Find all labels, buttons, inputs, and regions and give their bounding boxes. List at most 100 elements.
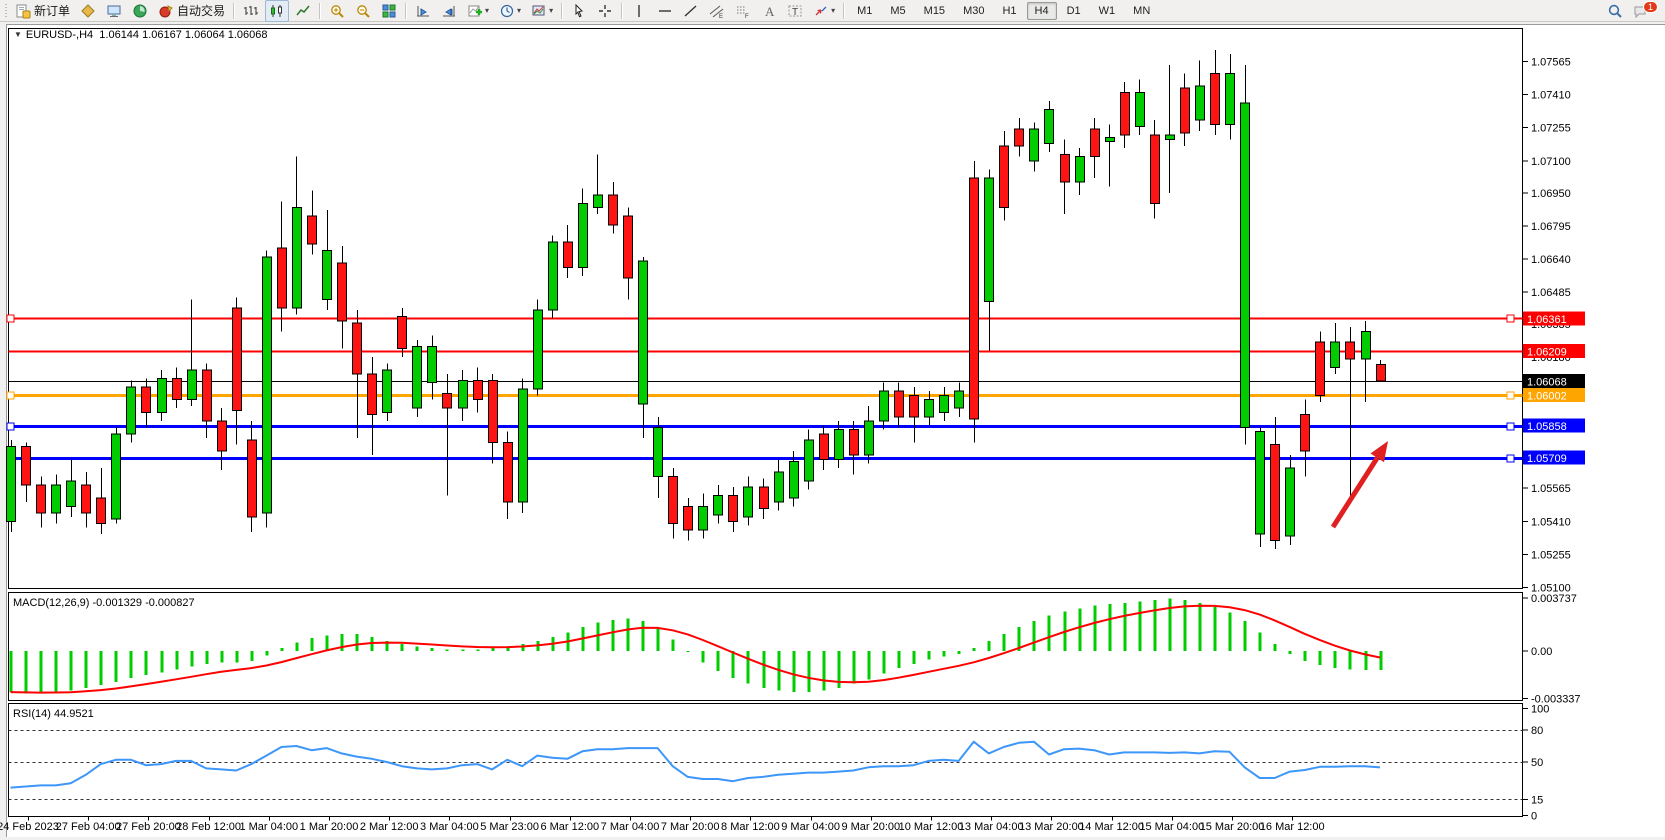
auto-trading-button[interactable]: 自动交易 [154, 0, 229, 22]
timeframe-h4-button[interactable]: H4 [1026, 1, 1057, 20]
toolbar-separator [319, 2, 322, 19]
timeframe-m5-button[interactable]: M5 [890, 4, 906, 17]
svg-text:0: 0 [1531, 810, 1537, 822]
svg-text:2 Mar 12:00: 2 Mar 12:00 [360, 821, 419, 833]
periods-button[interactable]: ▾ [495, 0, 525, 22]
svg-text:8 Mar 12:00: 8 Mar 12:00 [721, 821, 780, 833]
market-watch-button[interactable] [102, 0, 126, 22]
crosshair-button[interactable] [593, 0, 617, 22]
macd-signal-line [10, 604, 1381, 694]
svg-text:1.06640: 1.06640 [1531, 254, 1571, 266]
price-badge-group: 1.06361 1.06209 1.06068 1.06002 1.05858 1.057… [1523, 311, 1585, 465]
hline-1.05858[interactable] [6, 422, 1523, 431]
svg-text:1.06002: 1.06002 [1527, 391, 1567, 403]
svg-text:5 Mar 23:00: 5 Mar 23:00 [480, 821, 539, 833]
svg-text:T: T [792, 7, 798, 18]
templates-button[interactable]: ▾ [527, 0, 557, 22]
timeframe-w1-button[interactable]: W1 [1098, 4, 1116, 17]
timeframe-mn-button[interactable]: MN [1133, 4, 1151, 17]
svg-text:7 Mar 04:00: 7 Mar 04:00 [601, 821, 660, 833]
data-window-button[interactable] [128, 0, 152, 22]
fibonacci-button[interactable]: F [731, 0, 755, 22]
timeframe-m15-button[interactable]: M15 [923, 4, 946, 17]
svg-text:7 Mar 20:00: 7 Mar 20:00 [661, 821, 720, 833]
macd-pane: 0.003737 0.00 -0.003337 [9, 593, 1581, 705]
tile-windows-button[interactable] [377, 0, 401, 22]
monitor-icon [107, 5, 121, 17]
svg-text:1.05565: 1.05565 [1531, 483, 1571, 495]
symbol-name: EURUSD-,H4 [25, 29, 94, 41]
hline-1.06361[interactable] [6, 314, 1523, 323]
vertical-line-button[interactable] [627, 0, 651, 22]
svg-text:E: E [719, 14, 723, 19]
svg-text:80: 80 [1531, 725, 1543, 737]
chart-profile-button[interactable] [76, 0, 100, 22]
timeframe-h1-button[interactable]: H1 [1002, 4, 1017, 17]
arrows-button[interactable]: ▾ [809, 0, 839, 22]
zoom-in-icon [331, 4, 344, 18]
hline-1.06002[interactable] [6, 391, 1523, 400]
zoom-in-button[interactable] [325, 0, 349, 22]
timeframe-m1-button[interactable]: M1 [857, 4, 873, 17]
svg-text:3 Mar 04:00: 3 Mar 04:00 [420, 821, 479, 833]
svg-text:28 Feb 12:00: 28 Feb 12:00 [176, 821, 241, 833]
svg-text:27 Feb 04:00: 27 Feb 04:00 [56, 821, 121, 833]
toolbar-separator [561, 2, 564, 19]
svg-text:9 Mar 20:00: 9 Mar 20:00 [841, 821, 900, 833]
vline-icon [638, 4, 640, 17]
rsi-indicator-label: RSI(14) 44.9521 [13, 708, 94, 720]
timeframe-d1-button[interactable]: D1 [1066, 4, 1081, 17]
notifications-button[interactable]: 1 [1629, 0, 1662, 22]
svg-text:1.06950: 1.06950 [1531, 188, 1571, 200]
symbol-dropdown-icon: ▼ [14, 30, 22, 39]
bars-mode-button[interactable] [239, 0, 263, 22]
svg-text:24 Feb 2023: 24 Feb 2023 [0, 821, 59, 833]
svg-text:1.05858: 1.05858 [1527, 421, 1567, 433]
search-button[interactable] [1603, 0, 1627, 22]
svg-text:F: F [745, 14, 749, 19]
timeframe-m30-button[interactable]: M30 [963, 4, 985, 17]
auto-scroll-button[interactable] [411, 0, 435, 22]
equidistant-channel-button[interactable]: E [705, 0, 729, 22]
toolbar-separator [233, 2, 236, 19]
line-mode-button[interactable] [291, 0, 315, 22]
candles-layer [6, 49, 1386, 550]
trendline-button[interactable] [679, 0, 703, 22]
symbol-ohlc-readout[interactable]: ▼ EURUSD-,H4 1.06144 1.06167 1.06064 1.06… [14, 29, 268, 41]
arrow-annotation[interactable] [1330, 441, 1388, 529]
svg-text:27 Feb 20:00: 27 Feb 20:00 [116, 821, 181, 833]
auto-trading-label: 自动交易 [177, 4, 226, 18]
svg-text:0.00: 0.00 [1531, 646, 1552, 658]
search-icon [1608, 4, 1622, 18]
svg-text:1 Mar 20:00: 1 Mar 20:00 [300, 821, 359, 833]
hline-icon [659, 9, 672, 12]
svg-text:10 Mar 12:00: 10 Mar 12:00 [899, 821, 964, 833]
autoscroll-icon [417, 5, 430, 16]
zoom-out-button[interactable] [351, 0, 375, 22]
svg-text:0.003737: 0.003737 [1531, 593, 1577, 605]
gold-diamond-icon [81, 3, 95, 18]
autotrade-icon [159, 4, 173, 17]
toolbar: 新订单 自动交易 ▾ ▾ ▾ E F A T ▾ M1 M5 M15 M30 H1 H4 D1 W1 MN 1 [0, 0, 1665, 22]
fibo-f-icon: F [737, 6, 749, 19]
cursor-button[interactable] [567, 0, 591, 22]
indicators-list-button[interactable]: ▾ [463, 0, 493, 22]
new-order-icon [16, 4, 31, 18]
new-order-button[interactable]: 新订单 [11, 0, 74, 22]
macd-indicator-label: MACD(12,26,9) -0.001329 -0.000827 [13, 597, 195, 609]
svg-text:1.06209: 1.06209 [1527, 346, 1567, 358]
svg-text:13 Mar 04:00: 13 Mar 04:00 [959, 821, 1024, 833]
svg-text:1.07255: 1.07255 [1531, 123, 1571, 135]
radar-icon [133, 4, 147, 17]
chart-shift-button[interactable] [437, 0, 461, 22]
svg-text:15 Mar 04:00: 15 Mar 04:00 [1139, 821, 1204, 833]
line-icon [296, 5, 310, 15]
svg-text:1.07410: 1.07410 [1531, 90, 1571, 102]
rsi-line [10, 740, 1381, 789]
text-button[interactable]: A [757, 0, 781, 22]
horizontal-line-button[interactable] [653, 0, 677, 22]
text-label-button[interactable]: T [783, 0, 807, 22]
candles-mode-button[interactable] [265, 0, 290, 22]
